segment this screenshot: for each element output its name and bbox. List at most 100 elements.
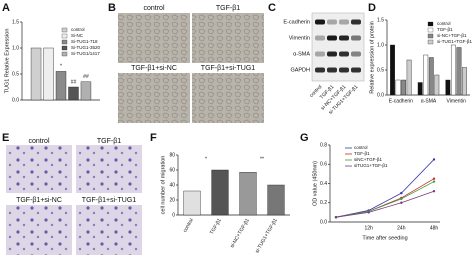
- micrograph-label: TGF-β1+si-NC: [16, 197, 62, 204]
- bar: [406, 59, 412, 96]
- bar: [428, 57, 434, 96]
- legend-swatch: [61, 51, 68, 57]
- legend-label: TGF-β1: [437, 27, 453, 32]
- y-tick-label: 0.0: [320, 219, 327, 225]
- legend-label: control: [71, 27, 85, 32]
- y-tick-label: 1.0: [12, 45, 19, 51]
- bar: [462, 67, 467, 96]
- point: [367, 211, 370, 214]
- bar: [267, 184, 285, 216]
- panel-letter: D: [368, 2, 376, 14]
- legend-label: siNC+TGF-β1: [354, 157, 382, 162]
- blot-band: [327, 67, 337, 73]
- blot-band: [315, 67, 325, 73]
- panel-letter: C: [268, 2, 276, 14]
- legend-swatch: [427, 21, 434, 27]
- legend-swatch: [427, 33, 434, 39]
- blot-band: [351, 35, 361, 41]
- y-tick-label: 60: [169, 167, 175, 173]
- micrograph: [118, 13, 190, 63]
- panel-letter: F: [150, 132, 157, 144]
- panel-letter: E: [2, 132, 9, 144]
- micrograph: [6, 145, 72, 193]
- x-tick-label: Vimentin: [446, 98, 466, 104]
- micrograph-label: TGF-β1+si-TUG1: [82, 197, 136, 204]
- bar: [395, 79, 401, 96]
- micrograph: [192, 13, 264, 63]
- y-tick-label: 0.5: [377, 67, 384, 73]
- x-tick-label: 12h: [364, 225, 373, 231]
- bar: [43, 47, 54, 101]
- y-tick-label: 0.6: [320, 162, 327, 168]
- blot-band: [315, 35, 325, 41]
- y-tick-label: 0.0: [377, 92, 384, 98]
- line: [335, 178, 435, 218]
- y-tick-label: 0.4: [320, 181, 327, 187]
- bar: [401, 79, 407, 96]
- blot-band: [351, 19, 361, 25]
- x-tick-label: 24h: [397, 225, 406, 231]
- annotation: ##: [71, 79, 77, 85]
- micrograph: [76, 205, 142, 255]
- bar: [239, 172, 257, 216]
- blot-band: [327, 35, 337, 41]
- protein-label: Vimentin: [289, 35, 310, 41]
- point: [334, 215, 338, 219]
- bar: [434, 74, 440, 96]
- legend-swatch: [427, 39, 434, 45]
- blot-band: [327, 19, 337, 25]
- bar: [80, 81, 92, 101]
- bar: [68, 86, 79, 101]
- legend-label: siTUG1+TGF-β1: [354, 163, 388, 168]
- micrograph: [118, 73, 190, 123]
- y-tick-label: 80: [169, 152, 175, 158]
- y-tick-label: 1.0: [377, 42, 384, 48]
- micrograph-label: TGF-β1+si-TUG1: [201, 65, 255, 72]
- bar: [390, 44, 395, 96]
- legend-label: Si-TUG1-718: [71, 39, 98, 44]
- bar: [450, 44, 456, 96]
- blot-band: [327, 51, 337, 57]
- y-axis-label: cell number of migration: [160, 156, 166, 215]
- micrograph-label: TGF-β1: [216, 5, 240, 12]
- panel-letter: G: [300, 132, 309, 144]
- y-axis-label: OD value (450nm): [312, 161, 318, 206]
- x-tick-label: si-TUG1+TGF-β1: [254, 217, 279, 254]
- y-tick-label: 1.5: [12, 19, 19, 25]
- panel-letter: B: [108, 2, 116, 14]
- x-tick-label: α-SMA: [421, 98, 437, 104]
- blot-band: [339, 35, 349, 41]
- y-axis-label: TUG1 Relative Expression: [4, 29, 10, 94]
- blot-band: [315, 51, 325, 57]
- bar: [55, 71, 67, 101]
- legend-label: Si-TUG1-3520: [71, 45, 101, 50]
- bar: [417, 82, 423, 96]
- blot-band: [339, 67, 349, 73]
- legend-label: control: [354, 145, 368, 150]
- y-axis-label: Relative expression of protein: [369, 21, 375, 93]
- line: [335, 190, 435, 218]
- point: [400, 201, 403, 204]
- x-axis-label: Time after seeding: [362, 235, 407, 241]
- x-tick-label: TGF-β1: [209, 217, 223, 235]
- bar: [211, 169, 229, 216]
- line: [335, 181, 435, 218]
- y-tick-label: 20: [169, 197, 175, 203]
- point: [432, 190, 436, 193]
- legend-swatch: [427, 27, 434, 33]
- legend-label: si-TUG1+TGF-β1: [437, 39, 472, 44]
- blot-band: [351, 51, 361, 57]
- legend-label: si-NC+TGF-β1: [437, 33, 467, 38]
- legend-swatch: [61, 27, 68, 33]
- x-tick-label: control: [182, 218, 195, 234]
- x-tick-label: 48h: [430, 225, 439, 231]
- micrograph: [6, 205, 72, 255]
- bar: [423, 54, 429, 96]
- protein-label: α-SMA: [293, 51, 310, 57]
- point: [400, 191, 403, 195]
- blot-band: [339, 19, 349, 25]
- y-tick-label: 40: [169, 182, 175, 188]
- micrograph-label: TGF-β1+si-NC: [131, 65, 177, 72]
- panel-letter: A: [2, 2, 10, 14]
